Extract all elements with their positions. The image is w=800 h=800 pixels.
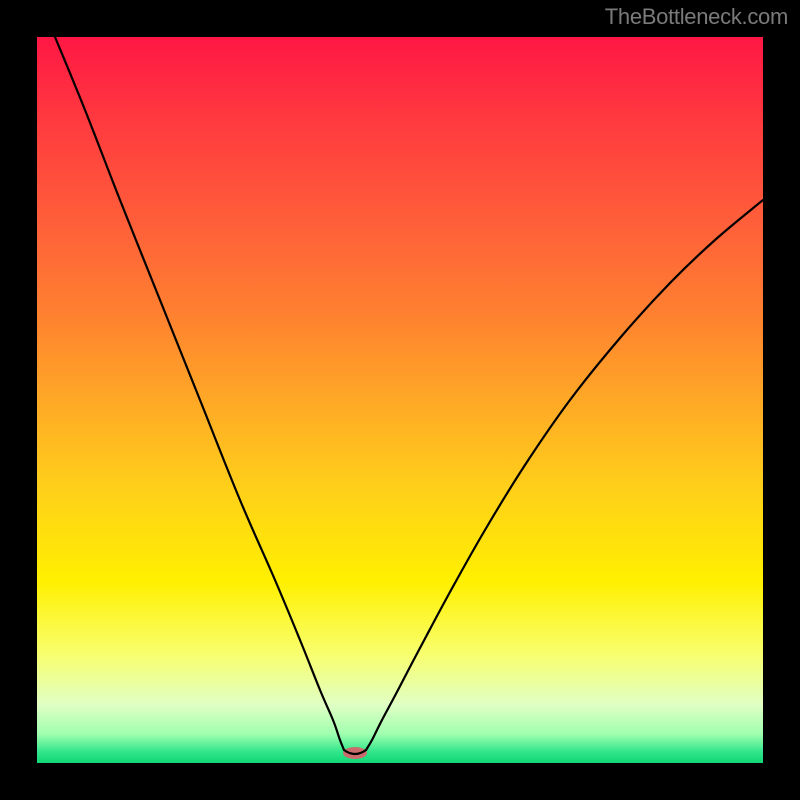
bottleneck-chart (0, 0, 800, 800)
chart-container: TheBottleneck.com (0, 0, 800, 800)
watermark-text: TheBottleneck.com (605, 4, 788, 30)
chart-plot-area (37, 37, 763, 763)
